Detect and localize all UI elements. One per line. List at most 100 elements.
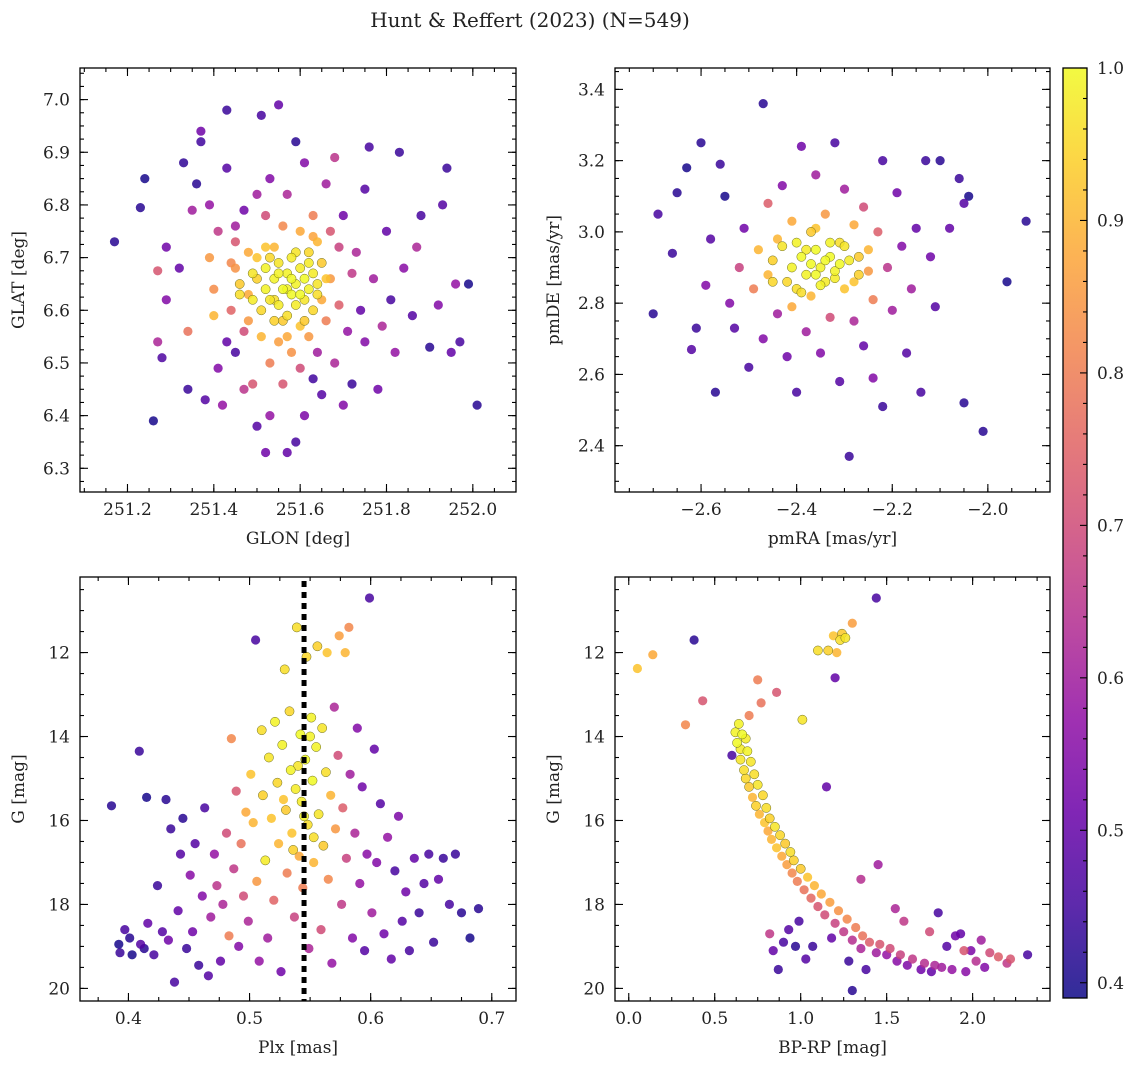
data-point bbox=[278, 221, 288, 231]
data-point bbox=[258, 790, 268, 801]
data-point bbox=[792, 876, 802, 887]
data-point bbox=[213, 363, 223, 373]
data-point bbox=[222, 337, 232, 347]
data-point bbox=[897, 241, 907, 251]
data-point bbox=[317, 723, 328, 733]
data-point bbox=[289, 912, 299, 922]
data-point bbox=[868, 295, 878, 305]
data-point bbox=[840, 633, 851, 643]
data-point bbox=[157, 353, 167, 363]
data-point bbox=[274, 839, 284, 849]
data-point bbox=[472, 400, 482, 410]
data-point bbox=[252, 189, 262, 199]
data-point bbox=[230, 263, 240, 273]
data-point bbox=[873, 227, 883, 237]
data-point bbox=[945, 223, 955, 233]
data-point bbox=[844, 451, 854, 461]
x-tick-label: 251.4 bbox=[189, 500, 238, 520]
data-point bbox=[247, 294, 258, 305]
data-point bbox=[792, 387, 802, 397]
x-axis-label: GLON [deg] bbox=[246, 529, 350, 549]
data-point bbox=[752, 779, 763, 790]
data-point bbox=[806, 291, 816, 301]
data-point bbox=[234, 941, 244, 952]
data-point bbox=[386, 954, 396, 964]
data-point bbox=[698, 696, 708, 706]
data-point bbox=[950, 931, 961, 941]
data-point bbox=[701, 280, 711, 290]
data-point bbox=[161, 295, 171, 305]
data-point bbox=[295, 363, 305, 373]
data-point bbox=[157, 927, 167, 937]
data-point bbox=[964, 191, 974, 201]
data-point bbox=[178, 813, 188, 824]
axes-frame bbox=[614, 67, 1051, 493]
y-tick-label: 7.0 bbox=[43, 91, 70, 111]
data-point bbox=[763, 826, 773, 836]
data-point bbox=[407, 311, 417, 321]
data-point bbox=[316, 925, 326, 935]
data-point bbox=[980, 962, 990, 973]
data-point bbox=[312, 279, 323, 289]
data-point bbox=[311, 742, 322, 752]
data-point bbox=[734, 262, 744, 273]
data-point bbox=[209, 311, 219, 321]
y-tick-label: 18 bbox=[583, 895, 605, 915]
data-point bbox=[791, 237, 802, 248]
data-point bbox=[416, 210, 426, 221]
data-point bbox=[286, 347, 297, 357]
data-point bbox=[849, 316, 859, 326]
data-point bbox=[397, 916, 407, 926]
data-point bbox=[347, 379, 357, 389]
y-tick-label: 12 bbox=[583, 644, 605, 664]
data-point bbox=[182, 943, 192, 954]
data-point bbox=[775, 830, 785, 841]
data-point bbox=[772, 687, 782, 698]
data-point bbox=[321, 316, 331, 326]
data-point bbox=[287, 828, 297, 838]
data-point bbox=[887, 305, 897, 315]
axes-frame bbox=[79, 67, 517, 493]
data-point bbox=[632, 663, 643, 674]
axes-frame bbox=[614, 576, 1051, 1002]
data-point bbox=[761, 803, 772, 813]
data-point bbox=[273, 300, 284, 310]
data-point bbox=[161, 242, 171, 252]
data-point bbox=[183, 384, 193, 394]
data-point bbox=[169, 977, 180, 987]
x-axis-label: Plx [mas] bbox=[258, 1038, 338, 1058]
data-point bbox=[185, 870, 195, 880]
data-point bbox=[125, 933, 135, 943]
data-point bbox=[744, 710, 754, 721]
data-point bbox=[899, 916, 909, 926]
data-point bbox=[815, 348, 826, 358]
data-point bbox=[226, 734, 236, 744]
data-point bbox=[306, 712, 317, 723]
data-point bbox=[796, 141, 807, 151]
data-point bbox=[930, 960, 940, 970]
data-point bbox=[425, 342, 435, 352]
data-point bbox=[204, 253, 215, 263]
data-point bbox=[252, 876, 262, 887]
y-tick-label: 3.4 bbox=[578, 80, 605, 100]
data-point bbox=[768, 946, 778, 956]
data-point bbox=[921, 156, 931, 166]
data-point bbox=[291, 622, 302, 633]
data-point bbox=[277, 740, 288, 750]
data-point bbox=[368, 274, 379, 284]
data-point bbox=[839, 927, 849, 937]
data-point bbox=[404, 946, 414, 956]
data-point bbox=[933, 908, 943, 918]
data-point bbox=[200, 395, 210, 405]
data-point bbox=[811, 170, 821, 180]
data-point bbox=[784, 925, 794, 935]
data-point bbox=[106, 801, 117, 811]
data-point bbox=[334, 300, 344, 310]
data-point bbox=[978, 426, 988, 436]
x-tick-label: 0.7 bbox=[478, 1009, 505, 1029]
data-point bbox=[312, 641, 323, 652]
data-point bbox=[772, 309, 783, 319]
data-point bbox=[942, 941, 952, 952]
data-point bbox=[825, 237, 835, 248]
data-point bbox=[796, 251, 807, 262]
